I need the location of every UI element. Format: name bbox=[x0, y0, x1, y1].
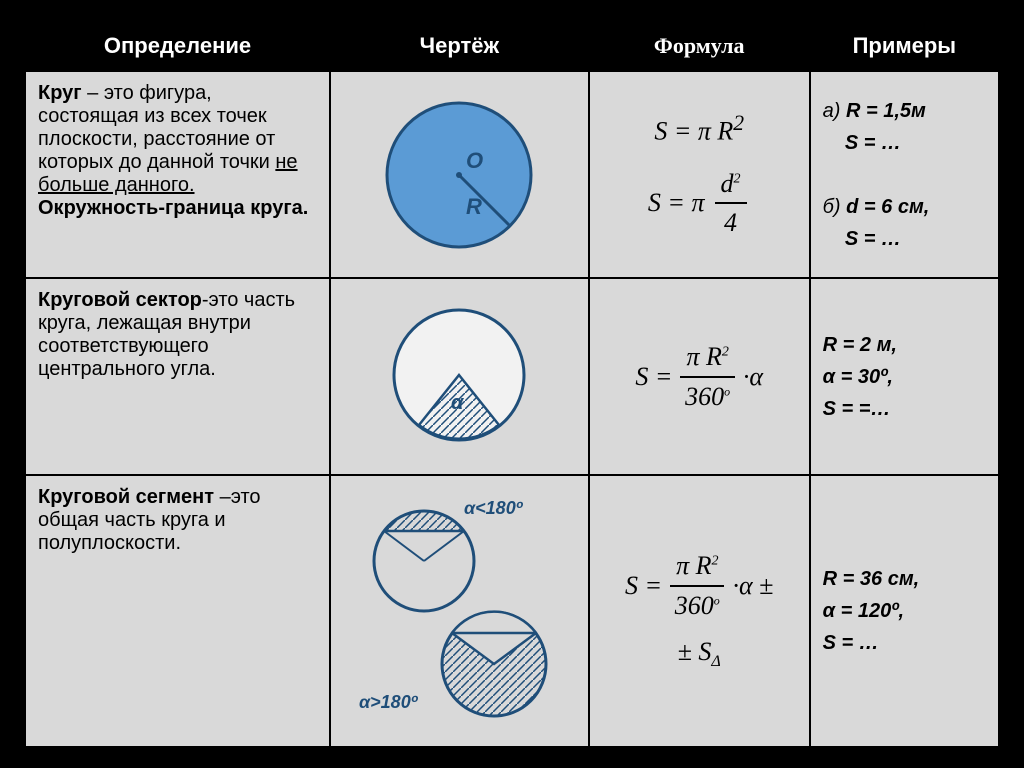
row-circle: Круг – это фигура, состоящая из всех точ… bbox=[25, 71, 999, 278]
header-definition: Определение bbox=[25, 21, 330, 71]
examples-sector: R = 2 м,α = 30º,S = =… bbox=[810, 278, 999, 475]
examples-segment: R = 36 см,α = 120º,S = … bbox=[810, 475, 999, 747]
def-sector: Круговой сектор-это часть круга, лежащая… bbox=[25, 278, 330, 475]
segment-diagram-icon: α<180º α>180º bbox=[349, 496, 569, 726]
formula-segment-extra: ± SΔ bbox=[678, 635, 721, 673]
formula-circle: S = π R2 S = π d2 4 bbox=[589, 71, 810, 278]
label-alpha-gt-180: α>180º bbox=[359, 692, 419, 712]
drawing-segment: α<180º α>180º bbox=[330, 475, 589, 747]
drawing-circle: O R bbox=[330, 71, 589, 278]
geometry-table: Определение Чертёж Формула Примеры Круг … bbox=[24, 20, 1000, 748]
header-formula: Формула bbox=[589, 21, 810, 71]
label-alpha: α bbox=[451, 392, 465, 414]
circle-diagram-icon: O R bbox=[369, 90, 549, 260]
formula-segment-main: S = π R2 360o ·α ± bbox=[625, 549, 773, 623]
def-segment: Круговой сегмент –это общая часть круга … bbox=[25, 475, 330, 747]
row-segment: Круговой сегмент –это общая часть круга … bbox=[25, 475, 999, 747]
formula-sector: S = π R2 360o ·α bbox=[589, 278, 810, 475]
drawing-sector: α bbox=[330, 278, 589, 475]
examples-circle: а) R = 1,5м S = …б) d = 6 см, S = … bbox=[810, 71, 999, 278]
formula-sector-area: S = π R2 360o ·α bbox=[635, 340, 763, 414]
formula-area-r: S = π R2 bbox=[654, 109, 744, 148]
def-circle: Круг – это фигура, состоящая из всех точ… bbox=[25, 71, 330, 278]
label-R: R bbox=[466, 194, 482, 219]
header-examples: Примеры bbox=[810, 21, 999, 71]
formula-area-d: S = π d2 4 bbox=[648, 167, 751, 241]
header-drawing: Чертёж bbox=[330, 21, 589, 71]
label-O: O bbox=[466, 148, 483, 173]
header-row: Определение Чертёж Формула Примеры bbox=[25, 21, 999, 71]
formula-segment: S = π R2 360o ·α ± ± SΔ bbox=[589, 475, 810, 747]
row-sector: Круговой сектор-это часть круга, лежащая… bbox=[25, 278, 999, 475]
label-alpha-lt-180: α<180º bbox=[464, 498, 524, 518]
sector-diagram-icon: α bbox=[369, 297, 549, 457]
